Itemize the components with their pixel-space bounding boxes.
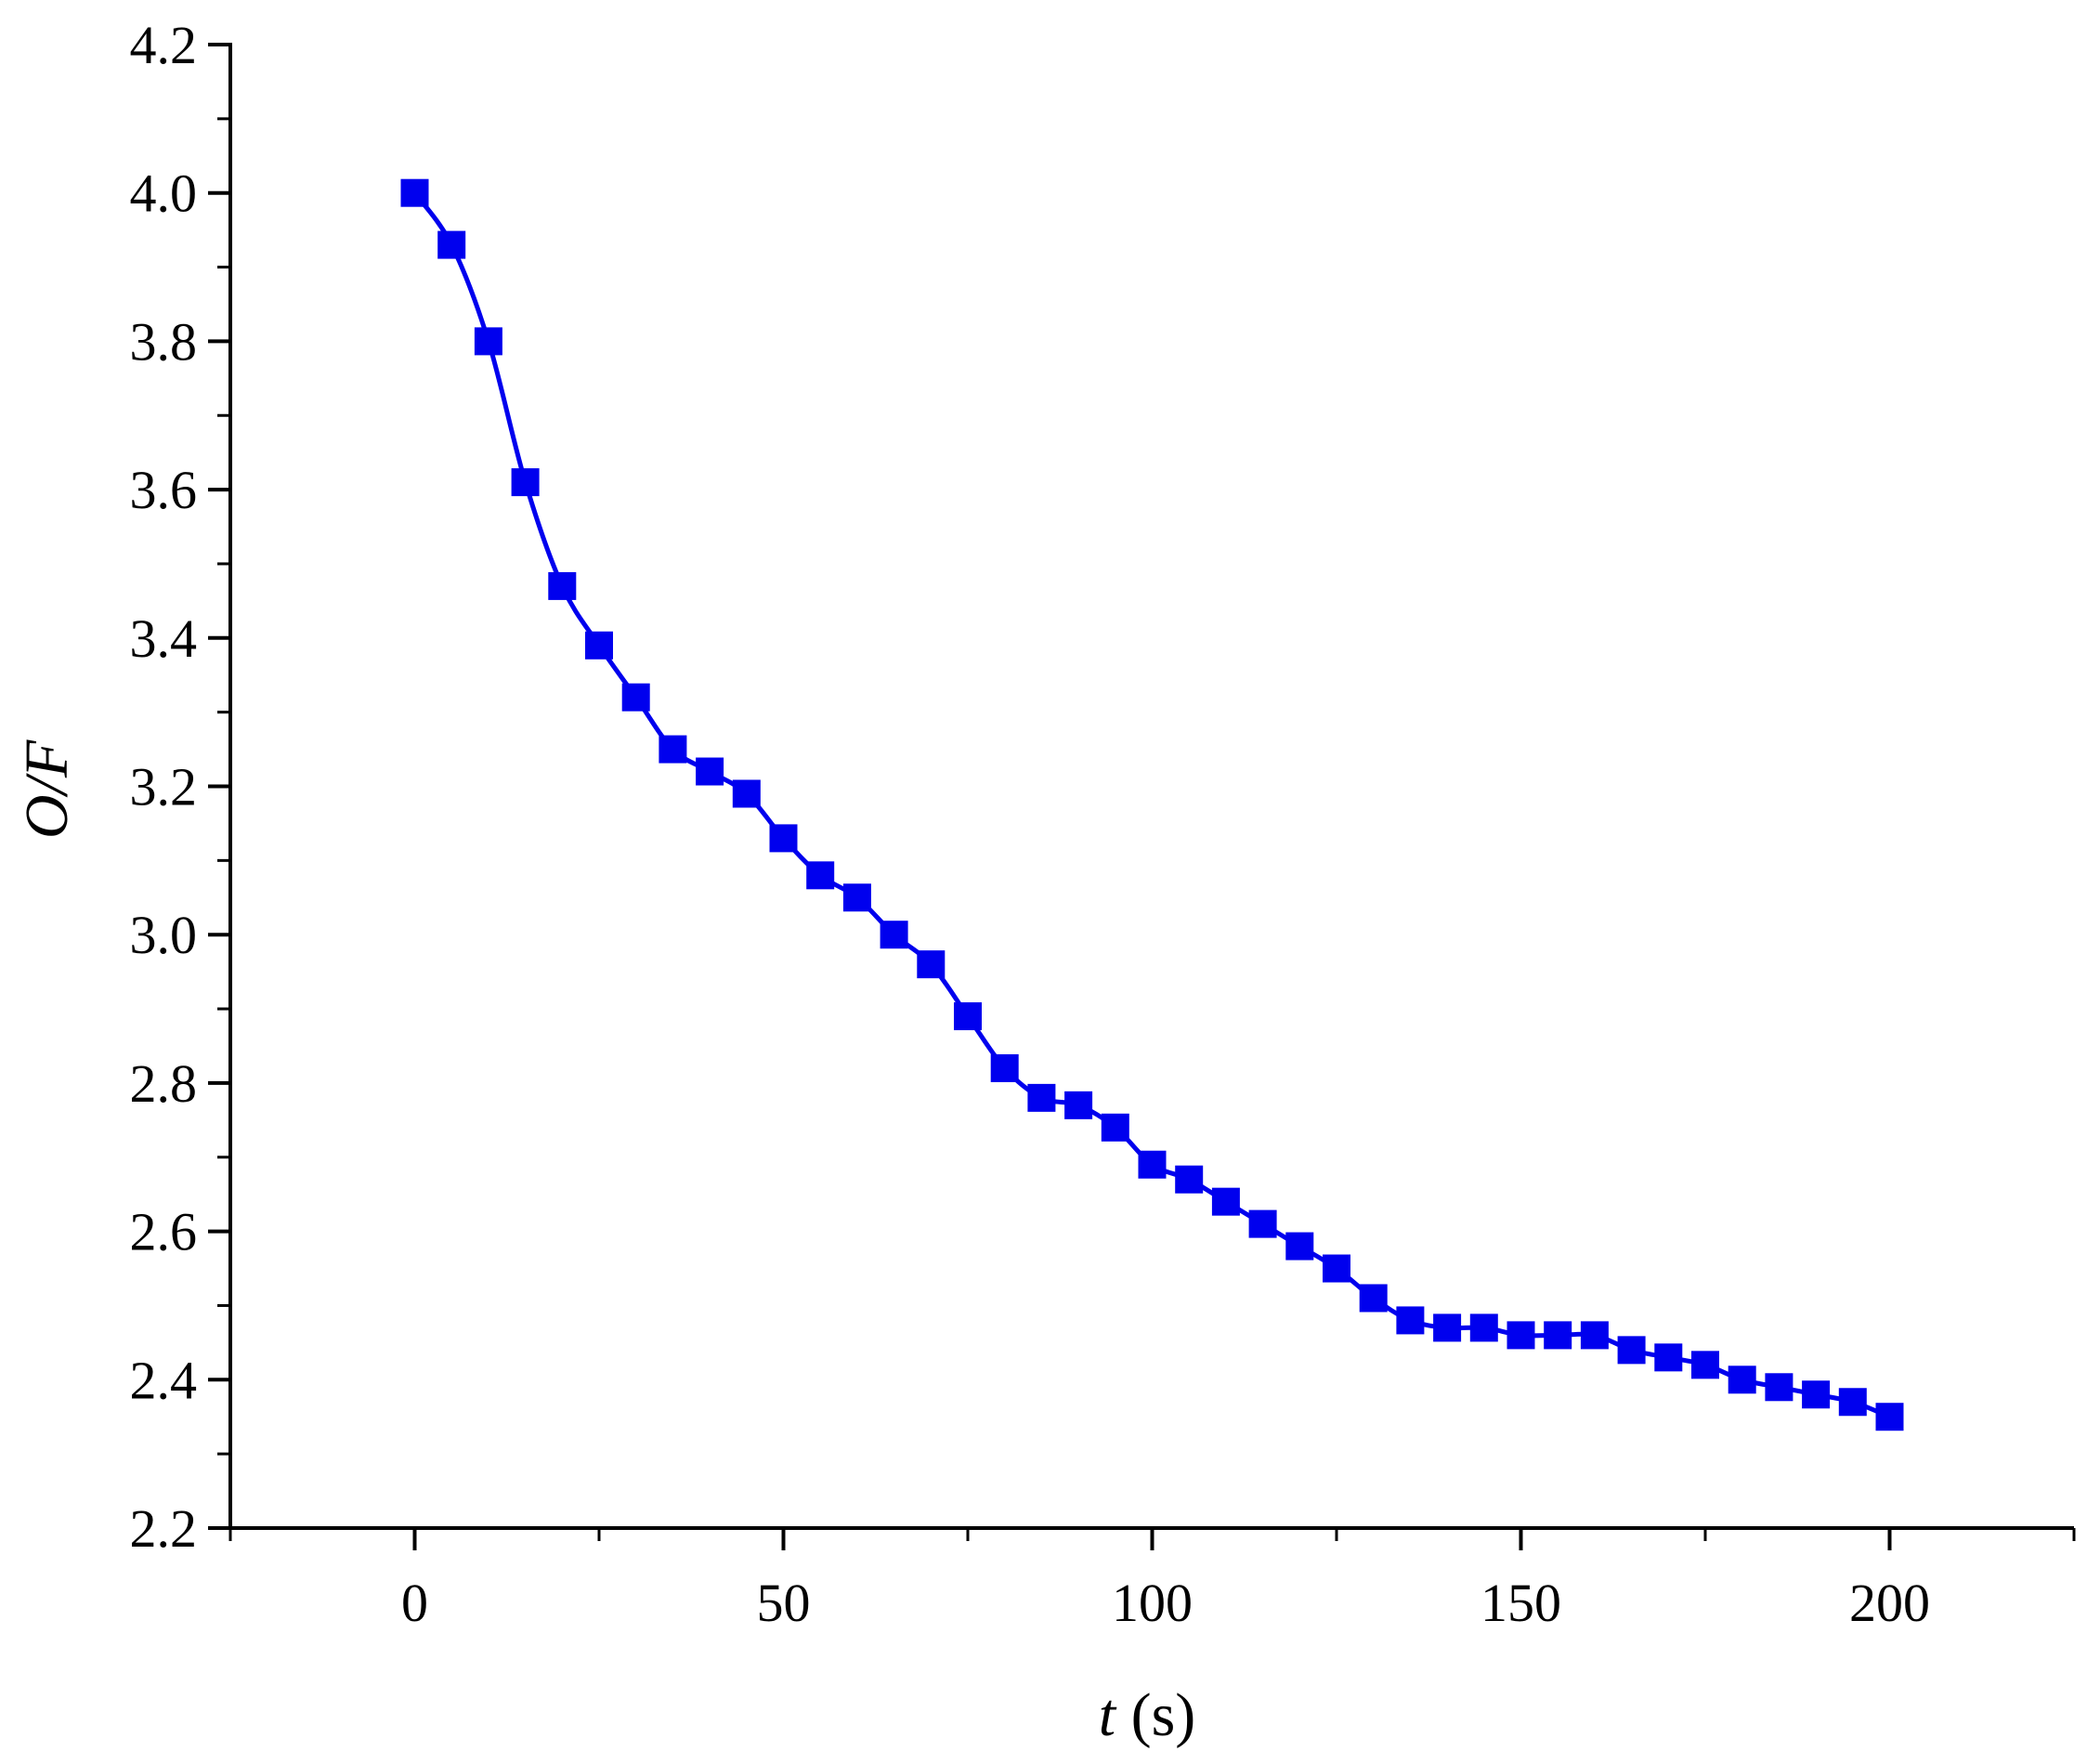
data-point: [1507, 1321, 1535, 1350]
data-point: [1248, 1209, 1277, 1238]
data-point: [1654, 1343, 1683, 1372]
x-axis-unit: (s): [1115, 1681, 1195, 1749]
x-tick-label: 50: [757, 1573, 811, 1633]
x-axis-var: t: [1099, 1681, 1117, 1749]
data-point: [1138, 1150, 1167, 1179]
x-tick-label: 100: [1112, 1573, 1193, 1633]
data-point: [1396, 1306, 1425, 1335]
data-point: [1544, 1321, 1572, 1350]
data-point: [437, 230, 466, 259]
data-point: [1838, 1388, 1867, 1417]
series-markers: [400, 178, 1904, 1431]
data-point: [548, 571, 577, 600]
y-tick-label: 4.2: [130, 15, 198, 75]
data-point: [1101, 1113, 1129, 1142]
y-tick-label: 2.2: [130, 1498, 198, 1559]
data-point: [1802, 1380, 1831, 1409]
major-ticks: [208, 43, 1892, 1550]
data-point: [732, 779, 761, 808]
y-tick-label: 3.4: [130, 608, 198, 669]
x-tick-labels: 0 50 100 150 200: [401, 1573, 1930, 1633]
data-point: [1359, 1284, 1388, 1313]
data-point: [621, 683, 650, 712]
data-point: [1728, 1365, 1756, 1394]
y-tick-label: 3.8: [130, 311, 198, 372]
data-point: [1580, 1321, 1609, 1350]
y-tick-label: 2.6: [130, 1202, 198, 1262]
data-point: [1617, 1336, 1646, 1365]
data-point: [1765, 1373, 1794, 1402]
data-point: [1027, 1083, 1056, 1112]
data-point: [917, 950, 946, 979]
data-point: [1433, 1313, 1462, 1342]
data-point: [474, 327, 502, 356]
y-tick-label: 4.0: [130, 163, 198, 224]
data-point: [1175, 1165, 1204, 1194]
x-tick-label: 0: [401, 1573, 428, 1633]
x-axis-title: t (s): [1099, 1681, 1196, 1749]
y-axis-title: O/F: [13, 739, 81, 839]
series-curve: [412, 191, 1891, 1419]
data-point: [806, 861, 835, 890]
data-point: [696, 757, 724, 786]
data-point: [400, 178, 429, 207]
data-point: [1469, 1313, 1498, 1342]
x-tick-label: 150: [1480, 1573, 1561, 1633]
data-point: [990, 1053, 1019, 1082]
y-tick-label: 2.4: [130, 1350, 198, 1410]
data-point: [1691, 1351, 1719, 1379]
axes: [228, 43, 2074, 1530]
data-point: [1211, 1187, 1240, 1216]
data-point: [842, 883, 871, 912]
y-tick-label: 3.6: [130, 460, 198, 520]
y-tick-labels: 2.2 2.4 2.6 2.8 3.0 3.2 3.4 3.6 3.8 4.0 4.2: [130, 15, 198, 1559]
data-point: [1064, 1091, 1093, 1119]
data-point: [1875, 1403, 1904, 1431]
data-point: [769, 824, 798, 853]
y-tick-label: 2.8: [130, 1053, 198, 1114]
data-point: [1285, 1232, 1314, 1261]
data-point: [880, 921, 908, 949]
series-line: [412, 191, 1891, 1419]
y-tick-label: 3.0: [130, 905, 198, 965]
data-point: [585, 631, 613, 660]
data-point: [1323, 1254, 1350, 1283]
minor-ticks: [217, 117, 2076, 1541]
data-point: [511, 468, 540, 497]
data-point: [659, 735, 687, 764]
data-point: [954, 1002, 982, 1031]
x-tick-label: 200: [1849, 1573, 1930, 1633]
y-tick-label: 3.2: [130, 757, 198, 817]
